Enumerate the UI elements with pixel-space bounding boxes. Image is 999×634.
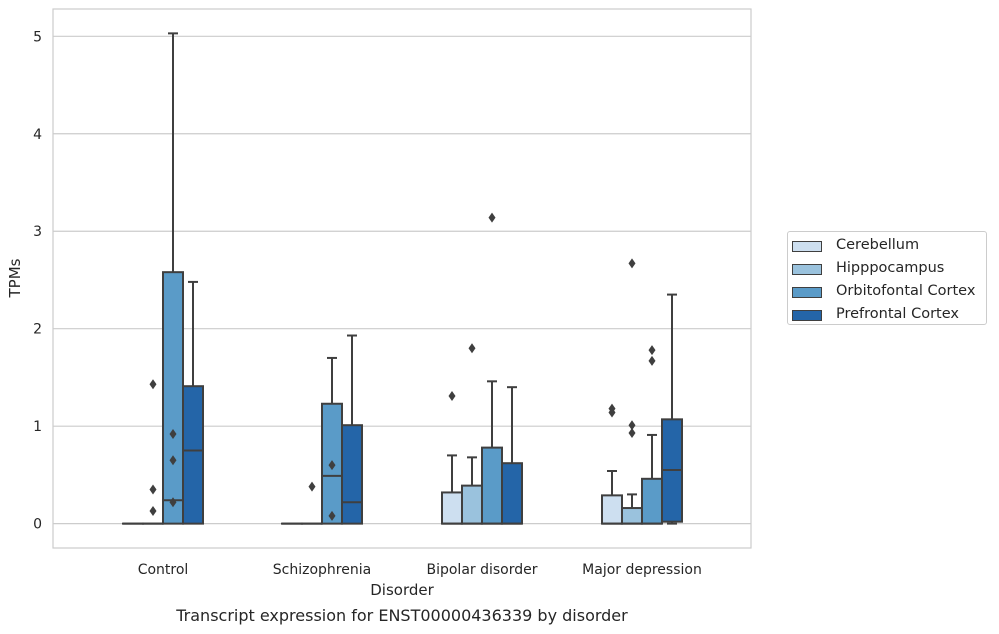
box-group (661, 293, 683, 525)
y-tick-label: 5 (33, 29, 42, 45)
outlier-point (149, 484, 157, 495)
outlier-point (628, 427, 636, 438)
box-group (441, 390, 463, 525)
x-tick-label: Schizophrenia (273, 562, 371, 578)
box-group (182, 280, 204, 525)
box (182, 385, 204, 525)
box-group (641, 345, 663, 525)
legend-label: Hipppocampus (836, 260, 945, 276)
box (621, 507, 643, 525)
box (481, 446, 503, 525)
outlier-point (448, 390, 456, 401)
x-axis-label: Disorder (370, 581, 434, 599)
x-tick-label: Bipolar disorder (426, 562, 537, 578)
legend-label: Orbitofontal Cortex (836, 283, 976, 299)
y-tick-label: 3 (33, 224, 42, 240)
outlier-point (169, 455, 177, 466)
box-group (162, 32, 184, 525)
y-tick-label: 1 (33, 419, 42, 435)
legend-swatch (792, 264, 822, 275)
y-tick-label: 4 (33, 127, 42, 143)
x-tick-labels: Control Schizophrenia Bipolar disorder Majo… (138, 562, 702, 578)
x-tick-label: Control (138, 562, 189, 578)
outlier-point (468, 343, 476, 354)
box (341, 424, 363, 525)
outlier-point (149, 505, 157, 516)
plot-frame (52, 8, 752, 549)
y-tick-label: 2 (33, 322, 42, 338)
legend-swatch (792, 287, 822, 298)
box (461, 484, 483, 525)
outlier-point (169, 428, 177, 439)
legend-item: Hipppocampus (788, 259, 988, 279)
outlier-point (648, 355, 656, 366)
box (601, 494, 623, 525)
box-group (301, 481, 323, 525)
box-group (341, 334, 363, 525)
outlier-point (488, 212, 496, 223)
box (162, 271, 184, 525)
outlier-point (608, 403, 616, 414)
outlier-point (149, 379, 157, 390)
y-axis-label: TPMs (6, 258, 24, 298)
legend-item: Cerebellum (788, 236, 988, 256)
legend-swatch (792, 310, 822, 321)
outlier-point (169, 497, 177, 508)
x-tick-label: Major depression (582, 562, 702, 578)
outlier-point (328, 510, 336, 521)
legend-label: Prefrontal Cortex (836, 306, 959, 322)
box-group (142, 379, 164, 525)
legend-swatch (792, 241, 822, 252)
y-tick-labels: 0 1 2 3 4 5 (33, 29, 42, 532)
chart-title: Transcript expression for ENST0000043633… (176, 606, 628, 625)
box-group (501, 386, 523, 525)
box-group (481, 212, 503, 525)
legend-item: Prefrontal Cortex (788, 305, 988, 325)
legend: Cerebellum Hipppocampus Orbitofontal Corte… (787, 231, 987, 325)
box (501, 462, 523, 525)
legend-item: Orbitofontal Cortex (788, 282, 988, 302)
box-group (621, 258, 643, 525)
box (441, 491, 463, 525)
box-group (321, 356, 343, 525)
y-tick-label: 0 (33, 517, 42, 533)
outlier-point (308, 481, 316, 492)
legend-label: Cerebellum (836, 237, 920, 253)
outlier-point (628, 420, 636, 431)
box-layer (122, 32, 683, 525)
outlier-point (648, 345, 656, 356)
box-group (461, 343, 483, 525)
box (641, 477, 663, 525)
box-group (601, 403, 623, 525)
grid-layer (53, 35, 751, 525)
outlier-point (328, 460, 336, 471)
outlier-point (628, 258, 636, 269)
